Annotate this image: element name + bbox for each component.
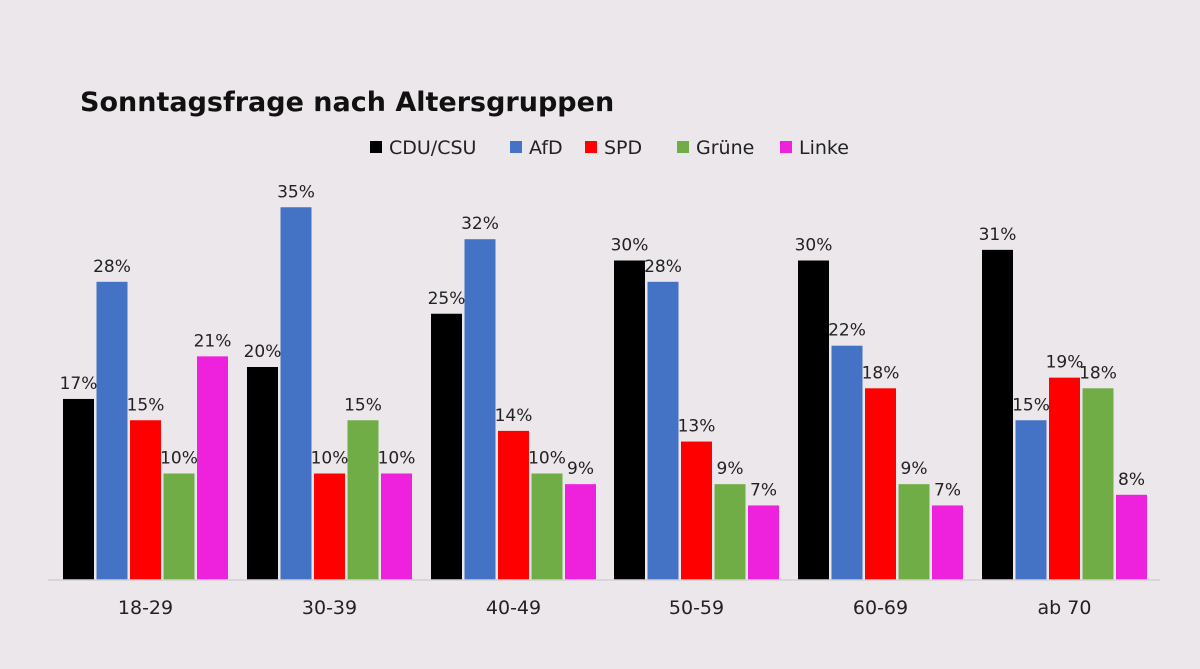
bar-50-59-4 — [714, 484, 746, 580]
bar-30-39-1 — [247, 367, 278, 580]
legend-swatch-2 — [510, 141, 522, 153]
chart-title: Sonntagsfrage nach Altersgruppen — [80, 87, 614, 118]
bar-ab 70-4 — [1082, 388, 1114, 580]
bar-30-39-4 — [347, 420, 379, 580]
data-label-30-39-3: 10% — [311, 449, 349, 469]
bar-50-59-5 — [748, 505, 779, 580]
category-label-2: 30-39 — [302, 597, 357, 619]
category-label-4: 50-59 — [669, 597, 724, 619]
data-label-18-29-5: 21% — [194, 331, 232, 351]
category-label-5: 60-69 — [853, 597, 908, 619]
bar-30-39-2 — [280, 207, 312, 580]
data-label-ab 70-5: 8% — [1118, 470, 1145, 490]
legend: CDU/CSU AfD SPD Grüne Linke — [370, 137, 849, 159]
bar-18-29-3 — [130, 420, 161, 580]
data-label-ab 70-1: 31% — [979, 225, 1017, 245]
category-label-6: ab 70 — [1038, 597, 1092, 619]
x-axis-labels: 18-29 30-39 40-49 50-59 60-69 ab 70 — [118, 597, 1092, 619]
bar-60-69-4 — [898, 484, 930, 580]
data-label-18-29-2: 28% — [93, 257, 131, 277]
data-label-ab 70-4: 18% — [1079, 363, 1117, 383]
bar-60-69-3 — [865, 388, 896, 580]
category-label-1: 18-29 — [118, 597, 173, 619]
legend-swatch-4 — [677, 141, 689, 153]
data-label-18-29-3: 15% — [127, 395, 165, 415]
data-label-30-39-1: 20% — [244, 342, 282, 362]
data-label-40-49-1: 25% — [428, 289, 466, 309]
bar-40-49-4 — [531, 473, 563, 580]
data-label-60-69-5: 7% — [934, 480, 961, 500]
data-label-60-69-3: 18% — [862, 363, 900, 383]
bar-18-29-1 — [63, 398, 94, 580]
legend-label-5: Linke — [799, 137, 849, 159]
data-label-40-49-4: 10% — [528, 449, 566, 469]
bar-30-39-3 — [314, 473, 345, 580]
bar-60-69-2 — [831, 345, 863, 580]
legend-label-4: Grüne — [696, 137, 754, 159]
bar-40-49-1 — [431, 313, 462, 580]
data-label-18-29-4: 10% — [160, 449, 198, 469]
legend-label-3: SPD — [604, 137, 642, 159]
legend-swatch-3 — [585, 141, 597, 153]
data-label-50-59-3: 13% — [678, 417, 716, 437]
data-label-ab 70-3: 19% — [1046, 353, 1084, 373]
bar-ab 70-1 — [982, 249, 1013, 580]
data-label-ab 70-2: 15% — [1012, 395, 1050, 415]
bar-50-59-2 — [647, 281, 679, 580]
bar-ab 70-5 — [1116, 494, 1147, 580]
data-label-50-59-5: 7% — [750, 480, 777, 500]
legend-swatch-1 — [370, 141, 382, 153]
data-label-60-69-2: 22% — [828, 321, 866, 341]
legend-swatch-5 — [780, 141, 792, 153]
bar-60-69-1 — [798, 260, 829, 580]
bar-60-69-5 — [932, 505, 963, 580]
bar-50-59-1 — [614, 260, 645, 580]
bar-40-49-5 — [565, 484, 596, 580]
data-label-30-39-4: 15% — [344, 395, 382, 415]
data-label-50-59-2: 28% — [644, 257, 682, 277]
legend-label-1: CDU/CSU — [389, 137, 476, 159]
data-label-40-49-5: 9% — [567, 459, 594, 479]
data-label-60-69-1: 30% — [795, 236, 833, 256]
data-label-40-49-3: 14% — [495, 406, 533, 426]
data-label-60-69-4: 9% — [901, 459, 928, 479]
legend-label-2: AfD — [529, 137, 563, 159]
data-label-30-39-2: 35% — [277, 182, 315, 202]
bar-18-29-2 — [96, 281, 128, 580]
data-label-30-39-5: 10% — [378, 449, 416, 469]
bar-40-49-2 — [464, 239, 496, 580]
bar-50-59-3 — [681, 441, 712, 580]
bar-ab 70-2 — [1015, 420, 1047, 580]
data-label-50-59-4: 9% — [717, 459, 744, 479]
bar-18-29-5 — [197, 356, 228, 580]
bar-ab 70-3 — [1049, 377, 1080, 580]
bar-30-39-5 — [381, 473, 412, 580]
bar-18-29-4 — [163, 473, 195, 580]
category-label-3: 40-49 — [486, 597, 541, 619]
data-label-40-49-2: 32% — [461, 214, 499, 234]
data-label-50-59-1: 30% — [611, 236, 649, 256]
bars: 17% 28% 15% 10% 21% 20% 35% 10% 15% 10% 25% 32% 14% 1… — [60, 182, 1147, 580]
bar-40-49-3 — [498, 430, 529, 580]
data-label-18-29-1: 17% — [60, 374, 98, 394]
